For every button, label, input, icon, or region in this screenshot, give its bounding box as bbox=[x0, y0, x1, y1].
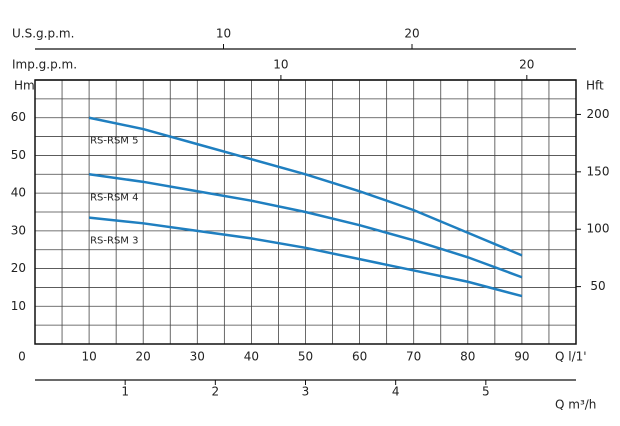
x-tick-label: 50 bbox=[298, 350, 313, 364]
series-label: RS-RSM 4 bbox=[90, 192, 138, 203]
x-tick-label: 80 bbox=[460, 350, 475, 364]
x-tick-label: 0 bbox=[18, 350, 26, 364]
y2-tick-label: 50 bbox=[590, 279, 605, 293]
axis-tick-label: 4 bbox=[392, 385, 400, 399]
x-tick-label: 70 bbox=[406, 350, 421, 364]
x-tick-label: 30 bbox=[190, 350, 205, 364]
y-tick-label: 40 bbox=[11, 186, 26, 200]
x-tick-label: 10 bbox=[81, 350, 96, 364]
axis-label: U.S.g.p.m. bbox=[12, 27, 74, 41]
axis-tick-label: 20 bbox=[404, 27, 419, 41]
y2-tick-label: 150 bbox=[587, 164, 610, 178]
y-tick-label: 30 bbox=[11, 223, 26, 237]
y2-tick-label: 100 bbox=[587, 222, 610, 236]
y-tick-label: 60 bbox=[11, 110, 26, 124]
series-label: RS-RSM 3 bbox=[90, 236, 138, 247]
y2-tick-label: 200 bbox=[587, 107, 610, 121]
axis-tick-label: 10 bbox=[216, 27, 231, 41]
axis-tick-label: 5 bbox=[482, 385, 490, 399]
series-label: RS-RSM 5 bbox=[90, 136, 138, 147]
y-tick-label: 20 bbox=[11, 261, 26, 275]
axis-label: Q m³/h bbox=[555, 398, 596, 412]
x-axis-label: Q l/1' bbox=[555, 350, 587, 364]
x-tick-label: 20 bbox=[136, 350, 151, 364]
curve bbox=[88, 216, 523, 298]
x-tick-label: 90 bbox=[514, 350, 529, 364]
axis-tick-label: 10 bbox=[273, 58, 288, 72]
y2-axis-label: Hft bbox=[586, 79, 604, 93]
y-axis-label: Hm bbox=[14, 79, 35, 93]
axis-label: Imp.g.p.m. bbox=[12, 58, 77, 72]
axis-tick-label: 1 bbox=[121, 385, 129, 399]
y-tick-label: 50 bbox=[11, 148, 26, 162]
curve bbox=[88, 116, 523, 257]
axis-tick-label: 20 bbox=[519, 58, 534, 72]
axis-tick-label: 2 bbox=[212, 385, 220, 399]
x-tick-label: 60 bbox=[352, 350, 367, 364]
axis-tick-label: 3 bbox=[302, 385, 310, 399]
curve bbox=[88, 173, 523, 279]
y-tick-label: 10 bbox=[11, 299, 26, 313]
x-tick-label: 40 bbox=[244, 350, 259, 364]
